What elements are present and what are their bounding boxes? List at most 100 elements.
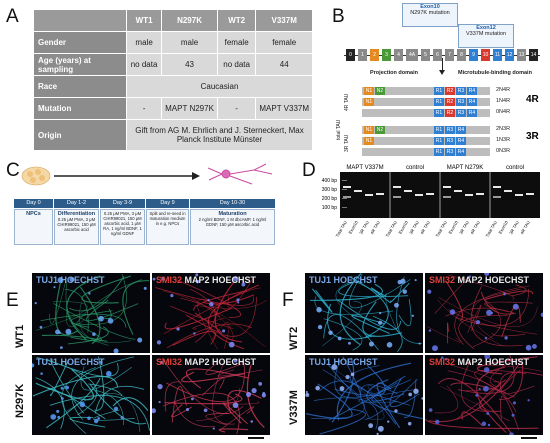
gene-exon: 2 <box>370 49 379 61</box>
table-cell: 43 <box>161 53 218 76</box>
gene-exon: 12 <box>505 49 514 61</box>
neurite <box>208 284 260 350</box>
neurite <box>403 379 417 418</box>
lane-label: Total TAU <box>385 220 398 238</box>
neurite <box>53 303 136 340</box>
nucleus <box>509 432 514 435</box>
nucleus <box>143 286 147 290</box>
nucleus <box>394 409 398 413</box>
gene-exon: 14 <box>529 49 538 61</box>
sample-info-table: WT1 N297K WT2 V337M Gender male male fem… <box>33 9 313 151</box>
micrograph-texture <box>152 273 267 350</box>
nucleus <box>487 423 491 427</box>
gene-exon: 9 <box>469 49 478 61</box>
nucleus <box>195 273 199 277</box>
nucleus <box>92 332 96 336</box>
repeat-domain: R4 <box>456 137 466 145</box>
scale-bar-f <box>521 437 537 439</box>
table-header-row: WT1 N297K WT2 V337M <box>33 9 313 32</box>
ladder-band <box>342 180 347 181</box>
gene-exon: 5 <box>421 49 430 61</box>
nucleus <box>315 385 320 391</box>
table-cell: female <box>216 31 257 54</box>
ladder-label: 300 bp <box>322 187 338 193</box>
arrow-head-icon <box>192 172 200 180</box>
gel-band <box>393 186 401 188</box>
gel-band <box>454 190 462 192</box>
neurite <box>322 301 362 347</box>
exon10-title: Exon10 <box>420 4 440 10</box>
nucleus <box>486 309 493 316</box>
tau-isoform-diagram: Exon10 N297K mutation Exon12 V337M mutat… <box>336 0 550 160</box>
stage-text: 0.25 μM PMA, 3 μM CHIR99021, 150 μM asco… <box>57 217 96 232</box>
day-header: Day 1-2 <box>54 199 99 208</box>
repeat-domain: R3 <box>445 137 455 145</box>
nucleus <box>157 384 163 390</box>
panel-label-a: A <box>6 6 19 27</box>
neurite <box>389 282 410 303</box>
repeat-domain: R4 <box>467 98 477 106</box>
neurite <box>180 297 221 318</box>
nucleus <box>512 401 517 405</box>
neurite <box>314 296 394 315</box>
differentiation-protocol: Day 0 NPCs Day 1-2 Differentiation 0.25 μM P… <box>14 160 276 248</box>
neurite <box>95 390 124 426</box>
nucleus <box>379 312 382 315</box>
neurite <box>323 318 363 351</box>
micrograph-wt2-tuj1: TUJ1 HOECHST <box>305 273 423 353</box>
exon10-mutation: N297K mutation <box>410 10 450 16</box>
nucleus <box>107 317 114 324</box>
neurite <box>205 413 230 426</box>
nucleus <box>387 420 390 423</box>
neurite <box>79 301 132 343</box>
nucleus <box>87 416 91 420</box>
repeat-domain: R1 <box>434 98 444 106</box>
neurite <box>246 364 265 428</box>
lane-label: Total TAU <box>335 220 348 238</box>
nucleus <box>232 402 239 409</box>
micrograph-n297k-tuj1: TUJ1 HOECHST <box>32 355 150 435</box>
lane-label: Exon10 <box>497 219 509 234</box>
neurite <box>50 360 85 414</box>
ladder-band <box>342 207 347 208</box>
nucleus <box>159 360 163 365</box>
neurite <box>362 301 402 337</box>
isoform-name: 2N3R <box>496 126 511 132</box>
neurite <box>480 291 515 315</box>
neurite <box>214 281 243 343</box>
nucleus <box>137 337 143 343</box>
stage-text: Split and re-seed in maturation medium i… <box>149 211 186 226</box>
gel-band <box>493 196 501 198</box>
panel-label-e: E <box>6 290 19 311</box>
total-tau-label: total TAU <box>336 119 342 140</box>
ladder-label: 400 bp <box>322 178 338 184</box>
nucleus <box>421 397 423 400</box>
neurite <box>122 280 150 335</box>
n-terminal-insert: N2 <box>375 126 385 134</box>
neurite <box>351 314 390 334</box>
neurite <box>437 299 503 347</box>
neurite <box>203 294 255 305</box>
exon12-callout: Exon12 V337M mutation <box>458 24 514 48</box>
neurite <box>161 357 244 414</box>
gel-band <box>426 193 434 195</box>
nucleus <box>69 276 75 282</box>
micrograph-n297k-smi32: SMI32 MAP2 HOECHST <box>152 355 270 435</box>
lane-label: 3R TAU <box>458 220 470 235</box>
neurite <box>445 307 517 317</box>
protocol-svg <box>21 163 273 186</box>
nucleus <box>377 425 384 432</box>
nucleus <box>428 408 433 412</box>
nucleus <box>503 292 506 296</box>
lane-label: 3R TAU <box>358 220 370 235</box>
day-header: Day 0 <box>14 199 53 208</box>
nucleus <box>50 414 57 420</box>
neurite <box>335 280 354 317</box>
stain-label: SMI32 MAP2 HOECHST <box>429 275 530 285</box>
table-row: Gender male male female female <box>33 31 313 54</box>
nucleus <box>209 302 214 307</box>
neurite <box>69 275 125 312</box>
micrograph-texture <box>34 273 150 353</box>
panel-label-f: F <box>282 290 294 311</box>
neurite <box>171 403 192 418</box>
